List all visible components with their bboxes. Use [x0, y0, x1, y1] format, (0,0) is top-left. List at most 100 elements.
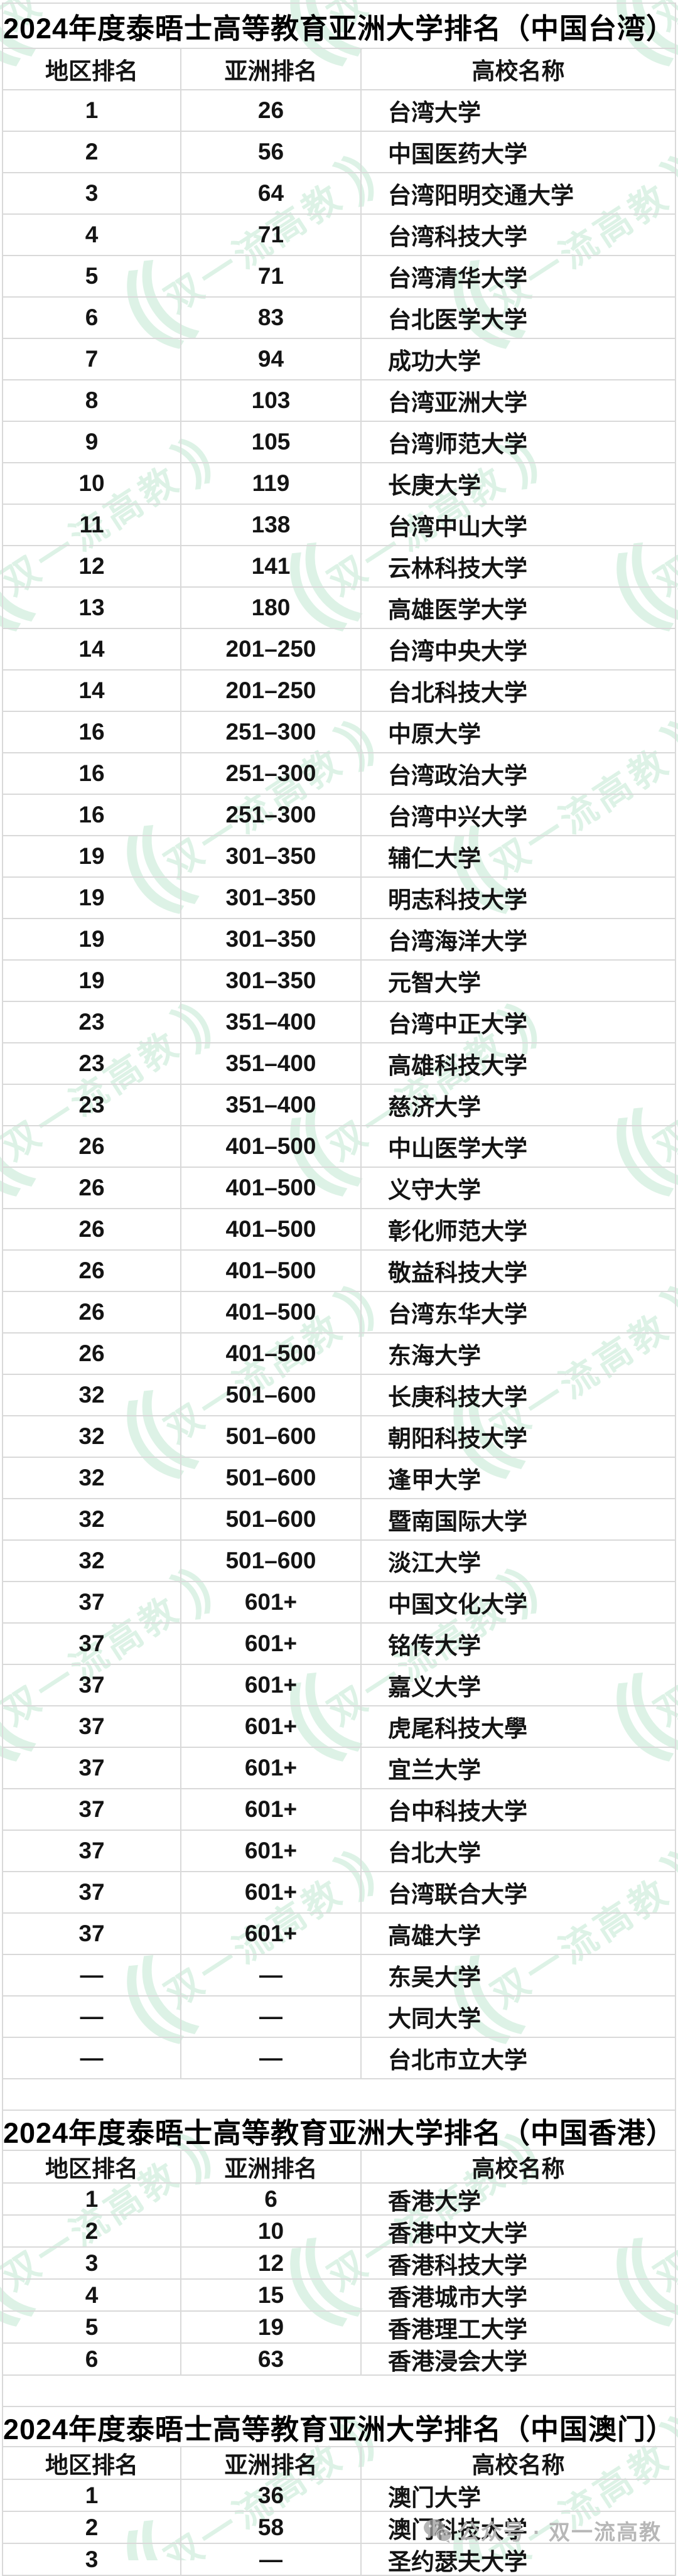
cell-region-rank: 37	[78, 1796, 105, 1822]
cell-university-name: 宜兰大学	[360, 1748, 675, 1788]
cell-asia-rank: 351–400	[180, 1085, 360, 1125]
cell-region-rank: 26	[78, 1258, 105, 1283]
table-row: 19 301–350 辅仁大学	[3, 836, 675, 878]
cell-asia-rank: 64	[180, 173, 360, 213]
cell-asia-rank: 401–500	[180, 1334, 360, 1374]
cell-university-name: 逢甲大学	[360, 1458, 675, 1498]
cell-asia-rank: —	[180, 1997, 360, 2037]
cell-region-rank: —	[80, 1962, 104, 1988]
cell-region-rank: 2	[85, 139, 99, 164]
cell-region-rank: 19	[78, 967, 105, 993]
table-row: 37 601+ 台湾联合大学	[3, 1872, 675, 1914]
cell-region-rank: 26	[78, 1216, 105, 1242]
cell-region-rank: 26	[78, 1299, 105, 1325]
cell-university-name: 台北市立大学	[360, 2038, 675, 2078]
cell-asia-rank: 6	[180, 2184, 360, 2214]
table-row: 1 26 台湾大学	[3, 90, 675, 132]
cell-region-rank: 2	[85, 2218, 99, 2244]
cell-university-name: 香港浸会大学	[360, 2344, 675, 2374]
cell-asia-rank: 94	[180, 339, 360, 379]
cell-university-name: 台湾大学	[360, 90, 675, 131]
cell-region-rank: 12	[78, 553, 105, 579]
cell-asia-rank: 501–600	[180, 1375, 360, 1415]
cell-asia-rank: 71	[180, 256, 360, 296]
section-hongkong: 2024年度泰晤士高等教育亚洲大学排名（中国香港） 地区排名 亚洲排名 高校名称 1 6 香…	[3, 2111, 675, 2376]
cell-university-name: 台北科技大学	[360, 671, 675, 711]
table-row: 16 251–300 台湾中兴大学	[3, 795, 675, 836]
table-row: 3 12 香港科技大学	[3, 2248, 675, 2280]
cell-asia-rank: —	[180, 2544, 360, 2575]
cell-university-name: 台湾师范大学	[360, 422, 675, 462]
cell-asia-rank: 601+	[180, 1748, 360, 1788]
column-header: 亚洲排名	[180, 2447, 360, 2479]
cell-university-name: 淡江大学	[360, 1541, 675, 1581]
cell-university-name: 明志科技大学	[360, 878, 675, 918]
cell-region-rank: 1	[85, 2185, 99, 2212]
cell-university-name: 圣约瑟夫大学	[360, 2544, 675, 2575]
table-row: 5 71 台湾清华大学	[3, 256, 675, 298]
table-row: 26 401–500 中山医学大学	[3, 1126, 675, 1168]
cell-university-name: 澳门大学	[360, 2480, 675, 2511]
cell-asia-rank: 601+	[180, 1624, 360, 1664]
cell-university-name: 香港理工大学	[360, 2312, 675, 2342]
cell-university-name: 香港中文大学	[360, 2216, 675, 2246]
table-row: 13 180 高雄医学大学	[3, 588, 675, 629]
column-header: 亚洲排名	[180, 2151, 360, 2182]
table-row: 9 105 台湾师范大学	[3, 422, 675, 463]
cell-region-rank: 5	[85, 2314, 99, 2340]
cell-region-rank: 23	[78, 1050, 105, 1076]
table-row: 12 141 云林科技大学	[3, 546, 675, 588]
cell-asia-rank: 401–500	[180, 1209, 360, 1249]
cell-asia-rank: 58	[180, 2512, 360, 2543]
cell-region-rank: 3	[85, 2546, 99, 2572]
table-header-row: 地区排名 亚洲排名 高校名称	[3, 49, 675, 90]
cell-university-name: 暨南国际大学	[360, 1499, 675, 1539]
table-row: 11 138 台湾中山大学	[3, 505, 675, 546]
cell-asia-rank: 601+	[180, 1706, 360, 1747]
table-row: 10 119 长庚大学	[3, 463, 675, 505]
section-title: 2024年度泰晤士高等教育亚洲大学排名（中国台湾）	[3, 4, 675, 49]
cell-asia-rank: 71	[180, 215, 360, 255]
table-row: 32 501–600 朝阳科技大学	[3, 1416, 675, 1458]
column-header: 高校名称	[360, 2151, 675, 2182]
cell-region-rank: 32	[78, 1382, 105, 1408]
cell-university-name: 辅仁大学	[360, 836, 675, 876]
cell-region-rank: 32	[78, 1506, 105, 1532]
table-row: — — 台北市立大学	[3, 2038, 675, 2079]
cell-university-name: 虎尾科技大學	[360, 1706, 675, 1747]
cell-asia-rank: 103	[180, 380, 360, 421]
cell-region-rank: 9	[85, 429, 99, 455]
cell-region-rank: 37	[78, 1879, 105, 1905]
cell-university-name: 高雄科技大学	[360, 1043, 675, 1084]
cell-asia-rank: 601+	[180, 1831, 360, 1871]
table-row: 14 201–250 台北科技大学	[3, 671, 675, 712]
section-taiwan: 2024年度泰晤士高等教育亚洲大学排名（中国台湾） 地区排名 亚洲排名 高校名称 1 26…	[3, 4, 675, 2079]
section-gap	[3, 2079, 675, 2111]
section-macau: 2024年度泰晤士高等教育亚洲大学排名（中国澳门） 地区排名 亚洲排名 高校名称 1 36…	[3, 2407, 675, 2576]
cell-region-rank: 32	[78, 1465, 105, 1490]
cell-university-name: 嘉义大学	[360, 1665, 675, 1705]
cell-asia-rank: 301–350	[180, 961, 360, 1001]
cell-region-rank: 16	[78, 760, 105, 786]
cell-university-name: 台湾亚洲大学	[360, 380, 675, 421]
cell-region-rank: 7	[85, 346, 99, 372]
cell-asia-rank: 501–600	[180, 1499, 360, 1539]
table-row: 2 10 香港中文大学	[3, 2216, 675, 2248]
table-row: 37 601+ 宜兰大学	[3, 1748, 675, 1789]
cell-region-rank: 3	[85, 180, 99, 206]
cell-asia-rank: —	[180, 2038, 360, 2078]
cell-region-rank: 37	[78, 1755, 105, 1781]
table-row: 19 301–350 明志科技大学	[3, 878, 675, 919]
cell-asia-rank: —	[180, 1955, 360, 1995]
cell-university-name: 东吴大学	[360, 1955, 675, 1995]
cell-asia-rank: 15	[180, 2280, 360, 2310]
table-row: 1 36 澳门大学	[3, 2480, 675, 2512]
cell-asia-rank: 501–600	[180, 1416, 360, 1457]
cell-asia-rank: 201–250	[180, 671, 360, 711]
table-row: 6 63 香港浸会大学	[3, 2344, 675, 2376]
cell-university-name: 铭传大学	[360, 1624, 675, 1664]
cell-university-name: 台湾海洋大学	[360, 919, 675, 959]
cell-asia-rank: 141	[180, 546, 360, 586]
cell-region-rank: 1	[85, 97, 99, 123]
table-row: 26 401–500 义守大学	[3, 1168, 675, 1209]
